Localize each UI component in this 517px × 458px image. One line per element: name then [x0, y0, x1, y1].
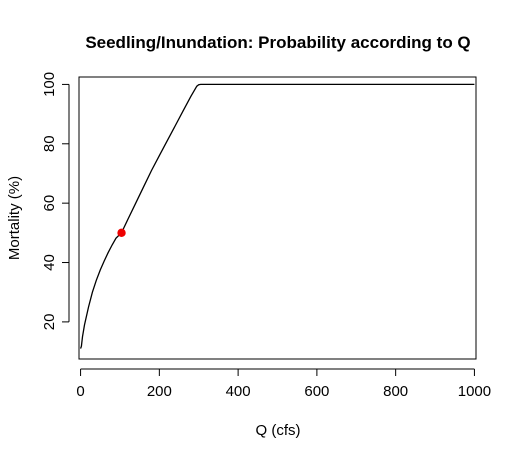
y-tick-label: 40 [41, 254, 58, 271]
x-tick-label: 200 [147, 383, 172, 400]
series-line [79, 83, 475, 349]
x-axis-label: Q (cfs) [256, 422, 301, 439]
y-tick-label: 20 [41, 314, 58, 331]
x-tick-label: 800 [383, 383, 408, 400]
y-tick-label: 80 [41, 135, 58, 152]
x-tick-label: 1000 [458, 383, 491, 400]
x-tick-label: 400 [226, 383, 251, 400]
highlight-point [117, 228, 126, 238]
x-axis: 0 200 400 600 800 1000 [76, 368, 491, 400]
x-tick-label: 0 [76, 383, 84, 400]
y-tick-label: 60 [41, 195, 58, 212]
x-tick-label: 600 [304, 383, 329, 400]
y-tick-label: 100 [41, 72, 58, 97]
y-axis: 20 40 60 80 100 [41, 72, 70, 331]
y-axis-label: Mortality (%) [6, 176, 23, 260]
plot-frame [78, 76, 477, 360]
chart-title: Seedling/Inundation: Probability accordi… [85, 33, 470, 52]
